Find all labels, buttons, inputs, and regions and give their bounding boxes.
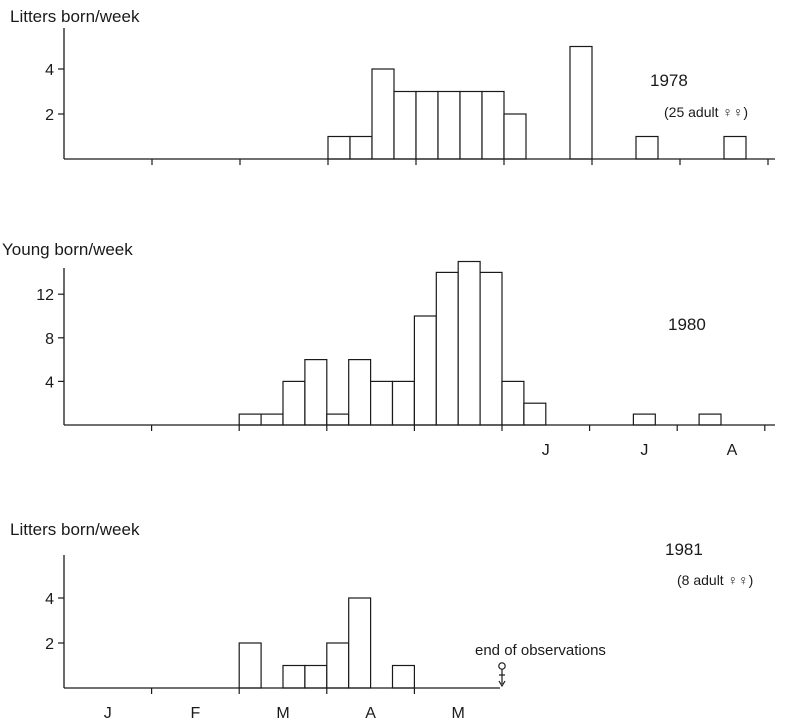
bar-1978-week-17: [437, 90, 461, 160]
y-axis-label-1981: Litters born/week: [10, 520, 140, 539]
y-tick-label-1980-4: 4: [45, 374, 54, 391]
bar-1980-week-29: [698, 413, 722, 426]
bar-1978-week-26: [635, 135, 659, 160]
bar-1980-week-19: [479, 271, 503, 426]
note-1978: (25 adult ♀♀): [664, 104, 748, 120]
bar-1980-week-16: [413, 315, 437, 426]
marker-circle: [498, 662, 506, 670]
panel-1980: Young born/week 1980 4 8 12 J J A: [2, 240, 775, 459]
bar-1980-week-10: [282, 380, 306, 426]
bar-1980-week-11: [304, 359, 328, 426]
month-label-1980-2: A: [727, 442, 738, 459]
bar-1978-week-30: [723, 135, 747, 160]
bar-1978-week-15: [393, 90, 417, 160]
month-label-1981-3: A: [365, 705, 376, 718]
axes-1978: 24: [45, 28, 775, 165]
bars-1981: [238, 597, 415, 689]
month-label-1980-0: J: [542, 442, 550, 459]
y-tick-label-1980-8: 8: [45, 331, 54, 348]
bar-1981-week-11: [304, 664, 328, 689]
end-of-observations-label: end of observations: [475, 642, 606, 659]
y-axis-label-1980: Young born/week: [2, 240, 133, 259]
y-axis-label-1978: Litters born/week: [10, 7, 140, 26]
bar-1978-week-20: [503, 113, 527, 160]
year-label-1981: 1981: [665, 540, 703, 559]
bar-1980-week-13: [348, 359, 372, 426]
marker-arrowhead: [498, 680, 506, 688]
y-tick-label-1978-2: 2: [45, 107, 54, 124]
bar-1981-week-13: [348, 597, 372, 689]
bar-1978-week-19: [481, 90, 505, 160]
note-1981: (8 adult ♀♀): [677, 572, 753, 588]
month-label-1981-4: M: [452, 705, 465, 718]
panel-1978: Litters born/week 1978 (25 adult ♀♀) 24: [10, 7, 775, 165]
bar-1980-week-18: [457, 260, 481, 426]
month-label-1980-1: J: [640, 442, 648, 459]
y-tick-label-1981-4: 4: [45, 591, 54, 608]
bar-1980-week-9: [260, 413, 284, 426]
y-tick-label-1981-2: 2: [45, 636, 54, 653]
bar-1980-week-14: [370, 380, 394, 426]
bar-1981-week-15: [391, 664, 415, 689]
month-label-1981-0: J: [104, 705, 112, 718]
bar-1978-week-14: [371, 68, 395, 160]
y-tick-label-1978-4: 4: [45, 62, 54, 79]
axes-1981: 24: [45, 555, 500, 694]
bar-1978-week-16: [415, 90, 439, 160]
bar-1978-week-12: [327, 135, 351, 160]
panel-1981: Litters born/week 1981 (8 adult ♀♀) 24 J…: [10, 520, 753, 718]
y-tick-label-1980-12: 12: [36, 287, 54, 304]
bar-1981-week-10: [282, 664, 306, 689]
year-label-1978: 1978: [650, 71, 688, 90]
bar-1978-week-13: [349, 135, 373, 160]
female-symbol-marker: [498, 662, 506, 688]
bar-1980-week-17: [435, 271, 459, 426]
month-label-1981-1: F: [191, 705, 201, 718]
bars-1980: [238, 260, 722, 426]
bar-1978-week-18: [459, 90, 483, 160]
bars-1978: [327, 45, 747, 160]
bar-1981-week-12: [326, 642, 350, 689]
bar-1980-week-12: [326, 413, 350, 426]
bar-1980-week-26: [632, 413, 656, 426]
axes-1980: 4 8 12: [36, 268, 775, 431]
bar-1980-week-21: [523, 402, 547, 426]
bar-1980-week-15: [391, 380, 415, 426]
month-label-1981-2: M: [276, 705, 289, 718]
bar-1980-week-8: [238, 413, 262, 426]
year-label-1980: 1980: [668, 315, 706, 334]
bar-1978-week-23: [569, 45, 593, 160]
bar-1980-week-20: [501, 380, 525, 426]
bar-1981-week-8: [238, 642, 262, 689]
